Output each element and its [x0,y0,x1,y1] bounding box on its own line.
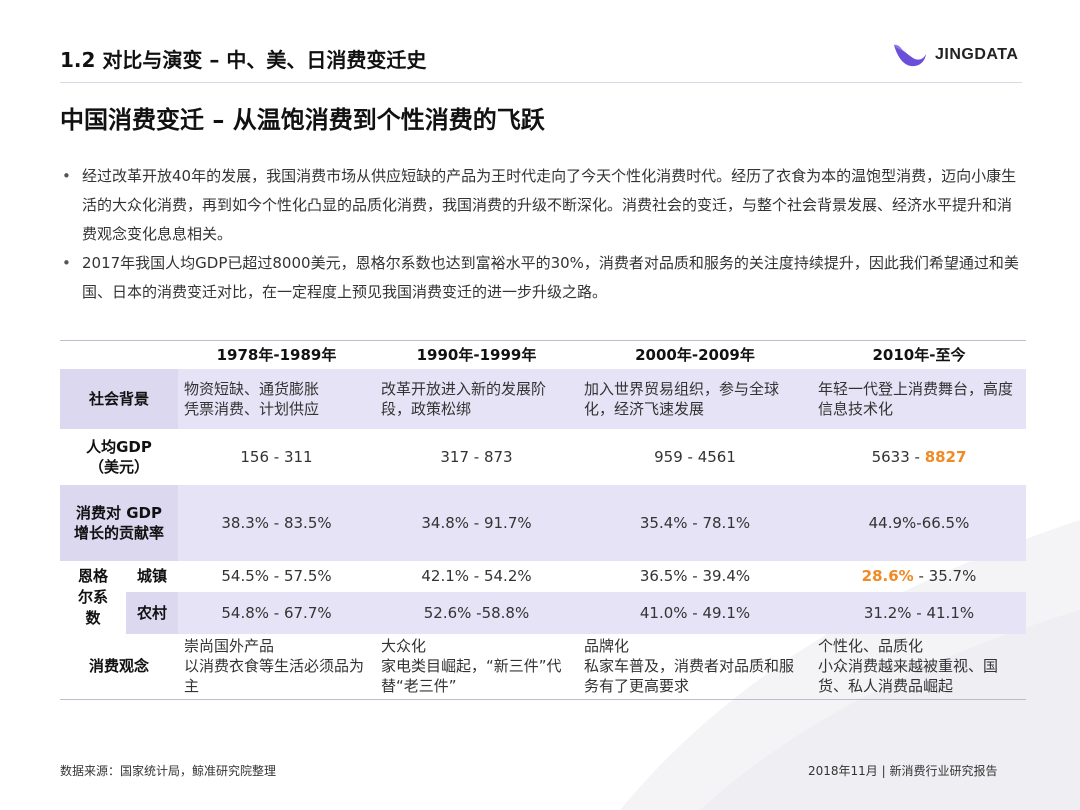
row-label: 社会背景 [60,368,178,429]
table-cell: 52.6% -58.8% [375,591,578,634]
row-label-line: 人均GDP [86,437,152,456]
table-cell: 物资短缺、通货膨胀 凭票消费、计划供应 [178,368,375,429]
table-cell: 31.2% - 41.1% [812,591,1026,634]
table-cell: 44.9%-66.5% [812,484,1026,561]
table-cell: 品牌化 私家车普及，消费者对品质和服务有了更高要求 [578,633,812,700]
section-title: 1.2 对比与演变 – 中、美、日消费变迁史 [60,48,427,72]
consumption-comparison-table: 1978年-1989年 1990年-1999年 2000年-2009年 2010… [60,340,1026,700]
table-cell: 28.6% - 35.7% [812,561,1026,592]
data-source-note: 数据来源：国家统计局，鲸准研究院整理 [60,764,277,778]
bullet-item: 2017年我国人均GDP已超过8000美元，恩格尔系数也达到富裕水平的30%，消… [60,249,1024,307]
row-label: 消费对 GDP 增长的贡献率 [60,484,178,561]
table-cell: 个性化、品质化 小众消费越来越被重视、国货、私人消费品崛起 [812,633,1026,700]
engel-coefficient-label: 恩格尔系数 [60,561,126,634]
table-cell: 317 - 873 [440,447,513,466]
table-cell: 54.5% - 57.5% [221,567,332,585]
row-sublabel: 城镇 [136,567,167,585]
table-header-row: 1978年-1989年 1990年-1999年 2000年-2009年 2010… [60,340,1026,369]
highlight-value: 8827 [924,447,967,466]
report-footer: 2018年11月 | 新消费行业研究报告 [808,764,998,778]
row-label-line: （美元） [88,457,149,476]
table-cell: 年轻一代登上消费舞台，高度信息技术化 [812,368,1026,429]
logo-wordmark: JINGDATA [935,46,1019,63]
row-consumption-contribution: 消费对 GDP 增长的贡献率 38.3% - 83.5% 34.8% - 91.… [60,484,1026,561]
whale-logo-icon [894,44,926,67]
column-header: 2000年-2009年 [578,340,812,369]
row-label: 消费观念 [60,633,178,700]
row-gdp-per-capita: 人均GDP （美元） 156 - 311 317 - 873 959 - 456… [60,429,1026,485]
table-cell: 41.0% - 49.1% [578,591,812,634]
cell-value: - 35.7% [913,567,977,585]
table-cell: 35.4% - 78.1% [578,484,812,561]
table-cell: 34.8% - 91.7% [375,484,578,561]
table-cell: 大众化 家电类目崛起，“新三件”代替“老三件” [375,633,578,700]
column-header: 1990年-1999年 [375,340,578,369]
column-header: 1978年-1989年 [178,340,375,369]
bullet-item: 经过改革开放40年的发展，我国消费市场从供应短缺的产品为王时代走向了今天个性化消… [60,162,1024,249]
table-cell: 36.5% - 39.4% [639,567,751,585]
table-cell: 54.8% - 67.7% [178,591,375,634]
table-cell: 改革开放进入新的发展阶段，政策松绑 [375,368,578,429]
table-cell: 加入世界贸易组织，参与全球化，经济飞速发展 [578,368,812,429]
column-header: 2010年-至今 [812,340,1026,369]
table-cell: 5633 - 8827 [812,429,1026,485]
page-subtitle: 中国消费变迁 – 从温饱消费到个性消费的飞跃 [60,106,545,134]
row-consumption-concept: 消费观念 崇尚国外产品 以消费衣食等生活必须品为主 大众化 家电类目崛起，“新三… [60,633,1026,700]
table-cell: 959 - 4561 [654,447,736,466]
table-cell: 42.1% - 54.2% [421,567,532,585]
row-label-line: 消费对 GDP [76,503,162,522]
cell-value: 5633 - [871,447,925,466]
jingdata-logo: JINGDATA [893,42,1018,68]
engel-label-text: 恩格尔系数 [77,566,108,627]
table-cell: 38.3% - 83.5% [178,484,375,561]
row-social-background: 社会背景 物资短缺、通货膨胀 凭票消费、计划供应 改革开放进入新的发展阶段，政策… [60,368,1026,429]
row-sublabel: 农村 [126,591,178,634]
header-corner [60,340,178,369]
bullet-list: 经过改革开放40年的发展，我国消费市场从供应短缺的产品为王时代走向了今天个性化消… [60,162,1024,307]
header-divider [60,82,1022,83]
row-engel-rural: 农村 54.8% - 67.7% 52.6% -58.8% 41.0% - 49… [60,591,1026,634]
row-label: 人均GDP （美元） [60,429,178,485]
table-cell: 156 - 311 [240,447,313,466]
highlight-value: 28.6% [861,567,914,585]
row-engel-urban: 恩格尔系数 城镇 54.5% - 57.5% 42.1% - 54.2% 36.… [60,561,1026,627]
row-label-line: 增长的贡献率 [73,523,164,542]
table-cell: 崇尚国外产品 以消费衣食等生活必须品为主 [178,633,375,700]
